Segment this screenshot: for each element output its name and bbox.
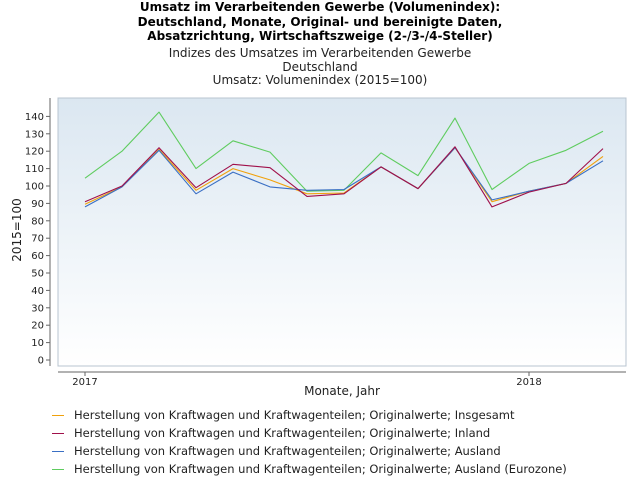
y-tick-label: 10 <box>31 338 44 349</box>
x-tick-label: 2017 <box>72 377 97 388</box>
series-line <box>84 111 604 192</box>
y-tick-label: 80 <box>31 216 44 227</box>
y-tick-label: 90 <box>31 199 44 210</box>
x-axis-label: Monate, Jahr <box>304 384 380 398</box>
legend-item: Herstellung von Kraftwagen und Kraftwage… <box>52 424 632 442</box>
y-tick-label: 20 <box>31 321 44 332</box>
y-tick-label: 100 <box>25 182 44 193</box>
legend-swatch <box>52 432 64 434</box>
y-tick-label: 30 <box>31 303 44 314</box>
chart-title: Umsatz im Verarbeitenden Gewerbe (Volume… <box>0 0 640 44</box>
chart-subtitle-line: Indizes des Umsatzes im Verarbeitenden G… <box>168 46 472 60</box>
legend-label: Herstellung von Kraftwagen und Kraftwage… <box>74 426 491 440</box>
legend-swatch <box>52 468 64 470</box>
legend-item: Herstellung von Kraftwagen und Kraftwage… <box>52 442 632 460</box>
y-tick-label: 140 <box>25 112 44 123</box>
chart-title-line: Absatzrichtung, Wirtschaftszweige (2-/3-… <box>147 29 493 43</box>
y-axis: 0 10 20 30 40 50 60 70 80 90 100 110 120 130 140 <box>25 98 51 367</box>
y-tick-label: 130 <box>25 129 44 140</box>
legend-item: Herstellung von Kraftwagen und Kraftwage… <box>52 460 632 478</box>
legend: Herstellung von Kraftwagen und Kraftwage… <box>52 406 632 478</box>
y-tick-label: 50 <box>31 269 44 280</box>
y-tick-label: 110 <box>25 164 44 175</box>
chart-subtitle-line: Umsatz: Volumenindex (2015=100) <box>212 73 428 87</box>
series-line <box>84 147 604 205</box>
series-line <box>84 147 604 208</box>
legend-label: Herstellung von Kraftwagen und Kraftwage… <box>74 408 515 422</box>
legend-swatch <box>52 414 64 416</box>
chart-subtitle-line: Deutschland <box>282 59 358 74</box>
y-axis-label: 2015=100 <box>10 198 24 262</box>
y-tick-label: 60 <box>31 251 44 262</box>
chart-subtitle: Indizes des Umsatzes im Verarbeitenden G… <box>0 46 640 88</box>
chart-title-line: Umsatz im Verarbeitenden Gewerbe (Volume… <box>139 0 501 14</box>
legend-swatch <box>52 450 64 452</box>
legend-label: Herstellung von Kraftwagen und Kraftwage… <box>74 462 567 476</box>
plot-area <box>57 97 627 367</box>
series-lines <box>84 111 604 208</box>
series-line <box>84 146 604 208</box>
legend-item: Herstellung von Kraftwagen und Kraftwage… <box>52 406 632 424</box>
chart-title-line: Deutschland, Monate, Original- und berei… <box>137 14 503 29</box>
y-tick-label: 70 <box>31 234 44 245</box>
x-tick-label: 2018 <box>516 377 541 388</box>
y-tick-label: 0 <box>38 356 44 367</box>
y-tick-label: 120 <box>25 147 44 158</box>
y-tick-label: 40 <box>31 286 44 297</box>
legend-label: Herstellung von Kraftwagen und Kraftwage… <box>74 444 501 458</box>
x-axis: 2017 2018 <box>58 371 626 388</box>
